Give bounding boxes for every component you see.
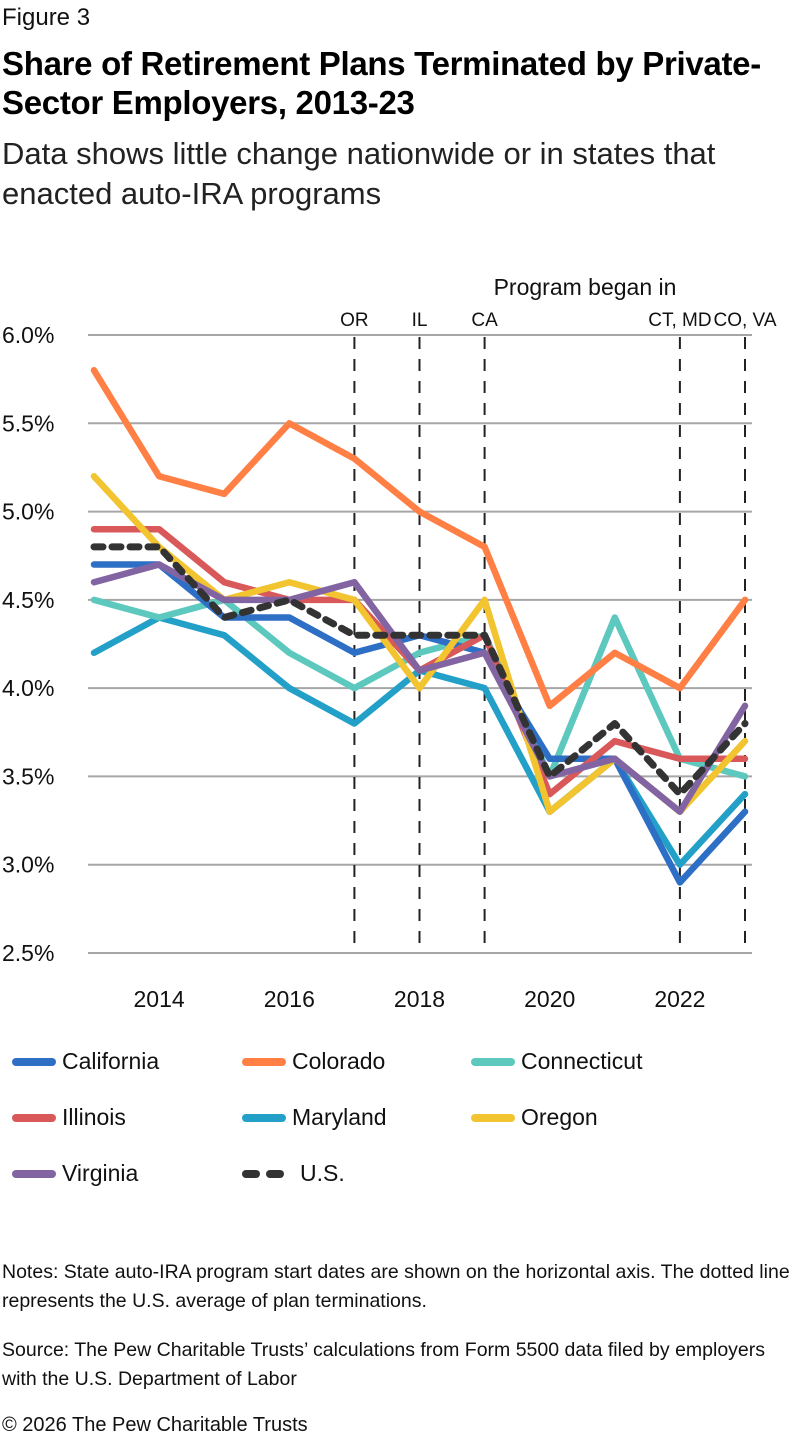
legend-item: California xyxy=(12,1048,159,1075)
legend-item: Connecticut xyxy=(471,1048,642,1075)
chart-title: Share of Retirement Plans Terminated by … xyxy=(2,45,761,121)
legend-swatch xyxy=(471,1057,515,1066)
legend-swatch xyxy=(242,1057,286,1066)
program-markers: OR IL CA CT, MD CO, VA xyxy=(340,310,777,951)
program-marker-label: IL xyxy=(412,310,428,331)
legend-swatch xyxy=(12,1113,56,1122)
legend-swatch xyxy=(242,1169,286,1178)
legend-label: Illinois xyxy=(62,1104,126,1130)
legend-label: Maryland xyxy=(292,1104,387,1130)
legend-item: Oregon xyxy=(471,1104,598,1131)
program-marker-label: CO, VA xyxy=(714,310,777,331)
x-axis-ticks: 2014 2016 2018 2020 2022 xyxy=(134,986,706,1012)
legend-label: Oregon xyxy=(521,1104,598,1130)
legend-item: Virginia xyxy=(12,1160,138,1187)
y-tick-label: 2.5% xyxy=(2,940,54,966)
source: Source: The Pew Charitable Trusts’ calcu… xyxy=(2,1339,766,1390)
y-tick-label: 3.5% xyxy=(2,763,54,789)
x-tick-label: 2014 xyxy=(134,986,185,1012)
copyright: © 2026 The Pew Charitable Trusts xyxy=(2,1414,308,1436)
annotation-header: Program began in xyxy=(494,274,677,300)
series-lines xyxy=(90,367,749,886)
program-marker-label: CT, MD xyxy=(648,310,711,331)
y-tick-label: 4.0% xyxy=(2,675,54,701)
y-axis-ticks: 6.0% 5.5% 5.0% 4.5% 4.0% 3.5% 3.0% 2.5% xyxy=(2,322,54,966)
legend-item: Colorado xyxy=(242,1048,385,1075)
x-tick-label: 2016 xyxy=(264,986,315,1012)
y-tick-label: 5.5% xyxy=(2,410,54,436)
legend-item: Maryland xyxy=(242,1104,387,1131)
series-line-colorado xyxy=(90,367,749,710)
legend-label: Connecticut xyxy=(521,1048,643,1074)
legend-item: U.S. xyxy=(242,1160,345,1187)
series-line-virginia xyxy=(90,561,749,815)
x-tick-label: 2018 xyxy=(394,986,445,1012)
y-tick-label: 6.0% xyxy=(2,322,54,348)
legend-swatch xyxy=(12,1169,56,1178)
line-chart: 6.0%5.5%5.0%4.5%4.0%3.5%3.0%2.5% 2014 201… xyxy=(2,274,777,1012)
legend-item: Illinois xyxy=(12,1104,126,1131)
legend-swatch xyxy=(12,1057,56,1066)
x-tick-label: 2022 xyxy=(654,986,705,1012)
legend-swatch xyxy=(471,1113,515,1122)
legend-label: U.S. xyxy=(300,1160,345,1186)
chart-subtitle: Data shows little change nationwide or i… xyxy=(2,136,716,211)
legend-label: California xyxy=(62,1048,160,1074)
series-line-us xyxy=(90,543,749,798)
program-marker-label: CA xyxy=(471,310,498,331)
legend-label: Colorado xyxy=(292,1048,386,1074)
legend-swatch xyxy=(242,1113,286,1122)
x-tick-label: 2020 xyxy=(524,986,575,1012)
figure-label: Figure 3 xyxy=(2,4,91,31)
y-tick-label: 4.5% xyxy=(2,587,54,613)
notes: Notes: State auto-IRA program start date… xyxy=(2,1261,790,1312)
y-tick-label: 3.0% xyxy=(2,852,54,878)
y-tick-label: 5.0% xyxy=(2,499,54,525)
legend-label: Virginia xyxy=(62,1160,139,1186)
program-marker-label: OR xyxy=(340,310,369,331)
